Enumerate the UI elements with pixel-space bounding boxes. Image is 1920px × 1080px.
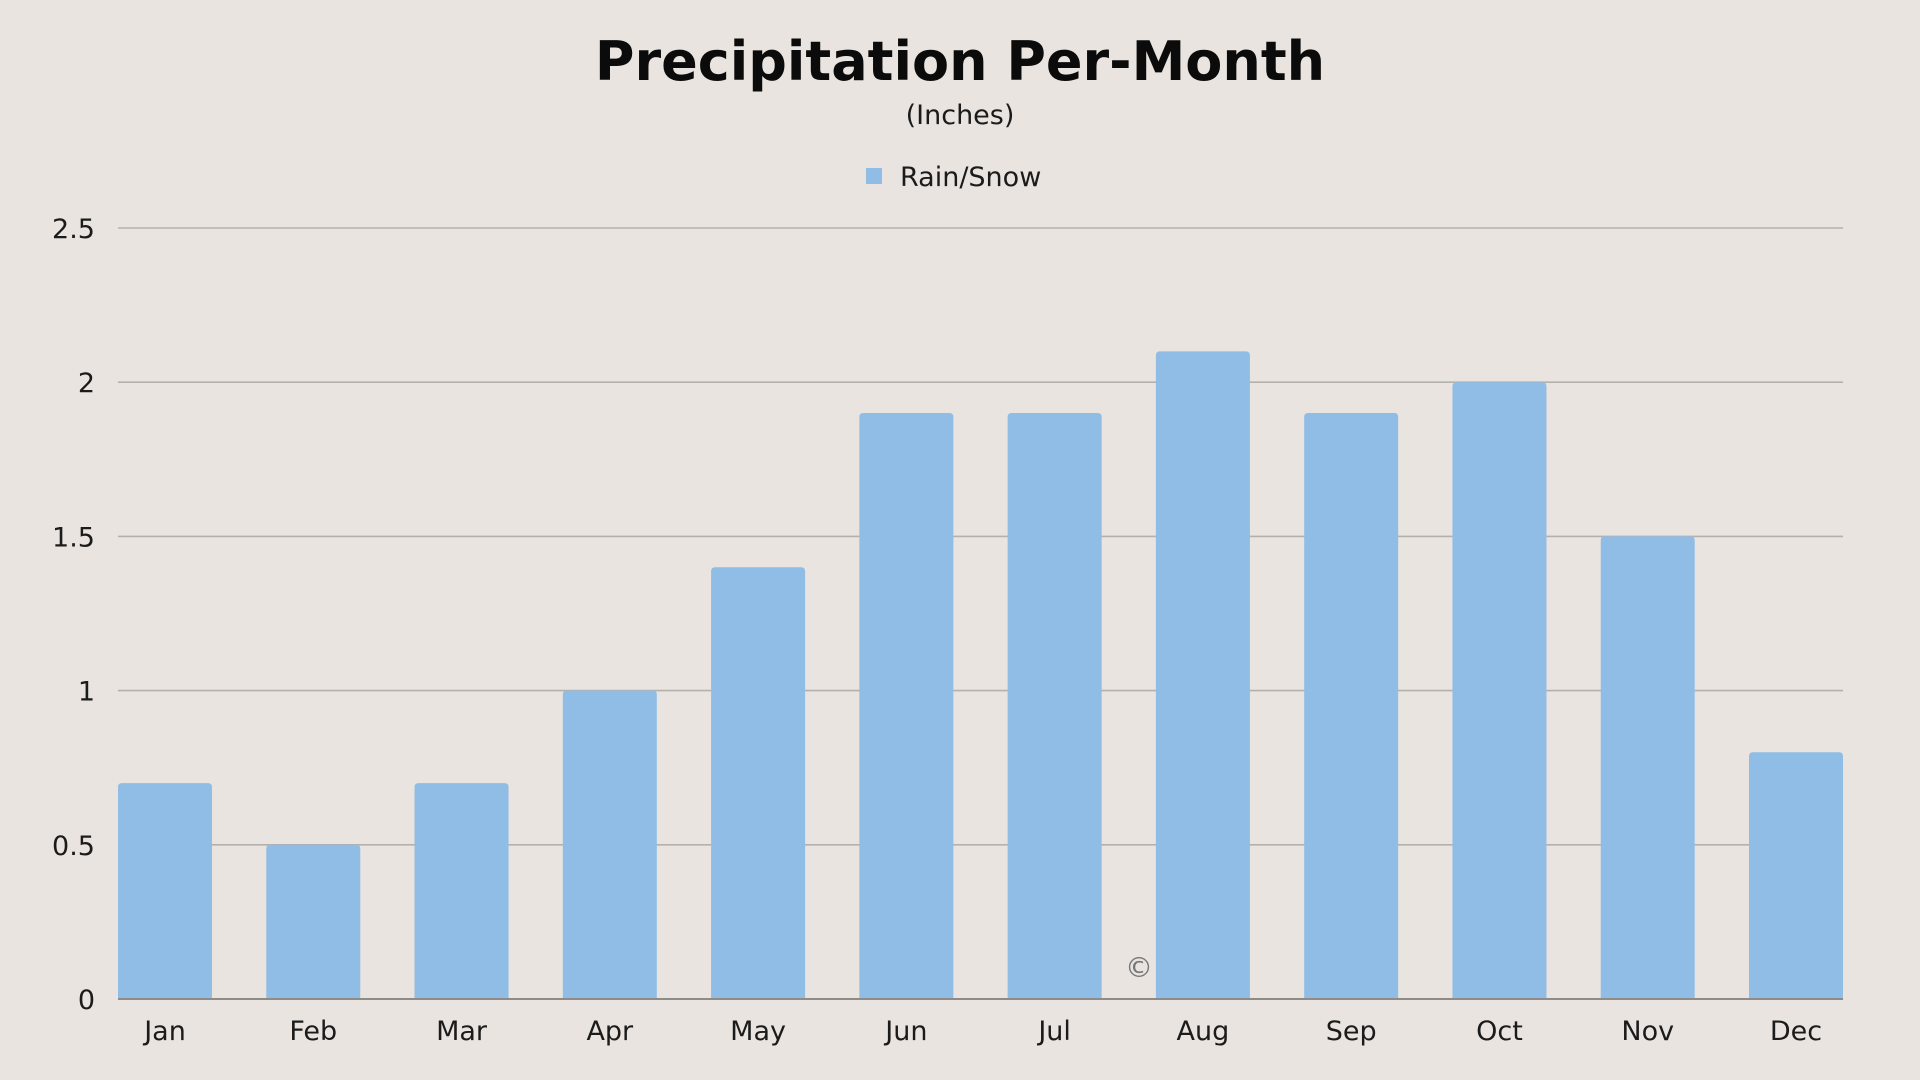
y-axis-labels: 0 0.5 1 1.5 2 2.5 [52, 214, 95, 1016]
bar-dec [1749, 752, 1843, 999]
bar-aug [1155, 351, 1250, 999]
legend-swatch [866, 168, 882, 184]
x-tick-label: Apr [586, 1016, 634, 1047]
bar-jun [859, 413, 954, 999]
chart-subtitle: (Inches) [906, 100, 1015, 131]
legend: Rain/Snow [866, 162, 1041, 193]
chart-title: Precipitation Per-Month [595, 30, 1325, 93]
x-tick-label: Oct [1476, 1016, 1523, 1047]
x-tick-label: Mar [436, 1016, 488, 1047]
bar-feb [266, 844, 361, 999]
bar-oct [1452, 382, 1547, 999]
bar-may [711, 567, 806, 999]
bars [118, 351, 1843, 999]
copyright-watermark: © [1125, 951, 1153, 984]
y-tick-label: 0 [78, 985, 95, 1016]
bar-jul [1007, 413, 1102, 999]
x-tick-label: Jun [883, 1016, 927, 1047]
bar-nov [1600, 536, 1695, 999]
x-tick-label: Aug [1177, 1016, 1230, 1047]
bar-sep [1304, 413, 1399, 999]
bar-apr [562, 690, 657, 999]
y-tick-label: 2.5 [52, 214, 95, 245]
x-tick-label: Feb [289, 1016, 337, 1047]
x-tick-label: May [730, 1016, 786, 1047]
x-tick-label: Sep [1326, 1016, 1377, 1047]
y-tick-label: 2 [78, 368, 95, 399]
x-tick-label: Jan [142, 1016, 186, 1047]
y-tick-label: 0.5 [52, 831, 95, 862]
y-tick-label: 1.5 [52, 522, 95, 553]
legend-label: Rain/Snow [900, 162, 1041, 193]
bar-jan [118, 783, 212, 999]
x-tick-label: Nov [1621, 1016, 1674, 1047]
bar-mar [414, 783, 509, 999]
grid-lines [118, 227, 1843, 846]
x-axis-labels: Jan Feb Mar Apr May Jun Jul Aug Sep Oct Nov Dec [142, 1016, 1822, 1047]
x-tick-label: Dec [1770, 1016, 1822, 1047]
y-tick-label: 1 [78, 677, 95, 708]
x-tick-label: Jul [1036, 1016, 1071, 1047]
